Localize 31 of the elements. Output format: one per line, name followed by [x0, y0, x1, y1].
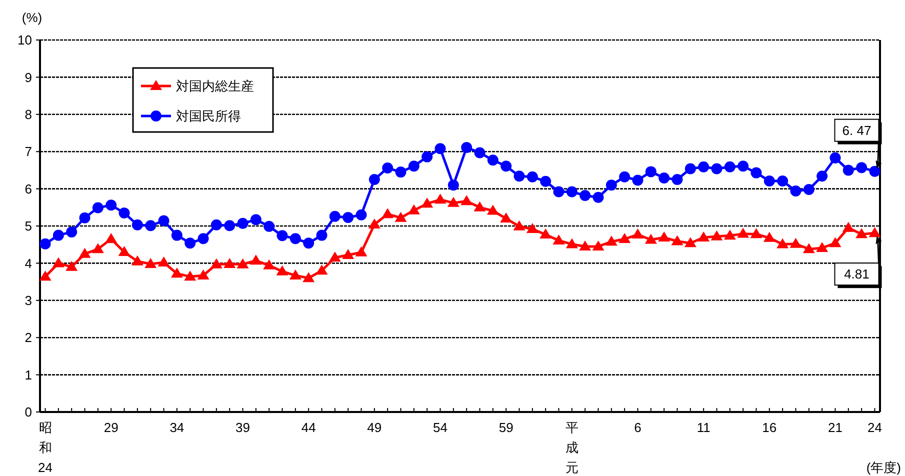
legend-label: 対国内総生産: [176, 78, 254, 94]
y-tick-label: 0: [24, 404, 32, 420]
x-tick-label: 6: [634, 420, 642, 435]
y-tick-label: 7: [24, 144, 32, 160]
x-tick-label: 11: [696, 420, 710, 435]
x-tick-label: 59: [498, 420, 514, 435]
x-tick-label: 44: [301, 420, 316, 435]
x-tick-label: 16: [762, 420, 777, 435]
x-tick-label: 29: [104, 420, 118, 435]
x-tick-label: 39: [236, 420, 250, 435]
y-tick-label: 5: [24, 218, 32, 234]
x-tick-label: 平成元: [565, 420, 578, 475]
x-tick-label: 24: [868, 420, 882, 435]
annotation: 6. 47: [842, 122, 872, 138]
legend-label: 対国民所得: [176, 108, 241, 124]
y-tick-label: 10: [18, 32, 32, 48]
annotation: 4.81: [844, 266, 870, 282]
y-tick-label: 2: [24, 330, 32, 346]
y-tick-label: 9: [24, 70, 32, 85]
y-tick-label: 3: [24, 292, 32, 308]
x-tick-label: 54: [433, 420, 448, 435]
y-tick-label: 1: [24, 367, 32, 382]
x-axis-title: (年度): [866, 460, 901, 475]
x-tick-label: 昭和24: [38, 420, 52, 475]
y-axis-title: (%): [22, 10, 42, 25]
x-tick-label: 49: [367, 420, 382, 435]
x-tick-label: 34: [170, 420, 184, 435]
y-tick-label: 4: [24, 256, 32, 271]
x-tick-label: 21: [828, 420, 842, 435]
y-tick-label: 6: [24, 181, 32, 196]
y-tick-label: 8: [24, 106, 32, 122]
